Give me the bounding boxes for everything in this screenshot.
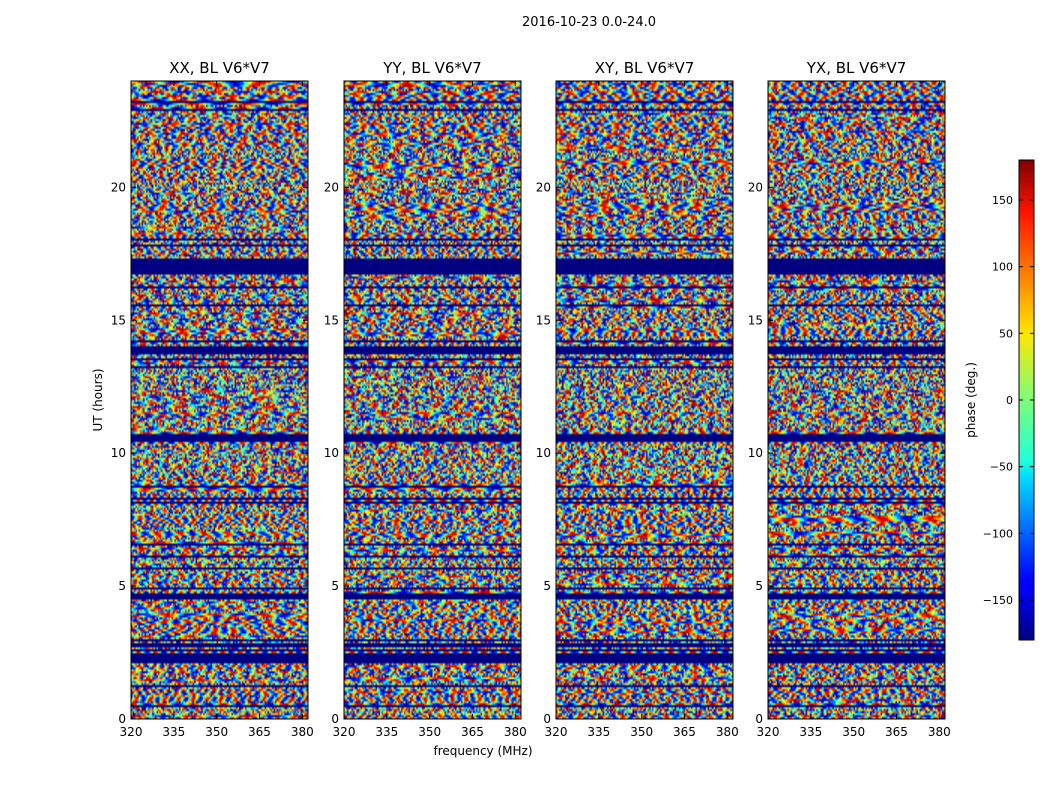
x-tick-label: 350: [418, 725, 441, 739]
colorbar-tick-label: −150: [983, 594, 1013, 607]
heatmap-image: [344, 81, 521, 719]
x-axis-label: frequency (MHz): [433, 744, 532, 758]
panel-2: XY, BL V6*V7 320 335 350 365 380 0 5 10 15 20: [536, 59, 739, 739]
y-tick-label: 20: [536, 180, 551, 194]
panel-frame: [555, 80, 734, 720]
figure-suptitle: 2016-10-23 0.0-24.0: [522, 15, 656, 30]
colorbar-tick-label: 0: [1006, 394, 1013, 407]
colorbar-label: phase (deg.): [964, 362, 978, 438]
x-tick-label: 335: [375, 725, 398, 739]
x-tick-label: 335: [587, 725, 610, 739]
x-tick-label: 380: [504, 725, 527, 739]
x-tick-label: 320: [757, 725, 780, 739]
y-tick-label: 20: [748, 180, 763, 194]
y-tick-label: 10: [324, 446, 339, 460]
x-tick-label: 320: [120, 725, 143, 739]
y-tick-label: 0: [118, 712, 126, 726]
y-tick-label: 0: [543, 712, 551, 726]
y-tick-label: 5: [118, 579, 126, 593]
y-tick-label: 10: [536, 446, 551, 460]
colorbar-ticks: 150 100 50 0 −50 −100 −150: [983, 194, 1034, 607]
y-tick-label: 15: [111, 313, 126, 327]
colorbar-tick-label: −50: [990, 461, 1013, 474]
y-tick-label: 15: [748, 313, 763, 327]
x-tick-label: 365: [885, 725, 908, 739]
y-tick-label: 5: [543, 579, 551, 593]
y-tick-label: 0: [331, 712, 339, 726]
heatmap-image: [768, 81, 945, 719]
x-tick-label: 365: [248, 725, 271, 739]
colorbar: 150 100 50 0 −50 −100 −150 phase (deg.): [964, 159, 1035, 641]
colorbar-tick-label: 150: [992, 194, 1013, 207]
panel-frame: [767, 80, 946, 720]
panel-title: YX, BL V6*V7: [806, 59, 907, 77]
x-tick-label: 335: [162, 725, 185, 739]
x-tick-label: 365: [461, 725, 484, 739]
x-tick-label: 380: [716, 725, 739, 739]
y-tick-label: 20: [324, 180, 339, 194]
colorbar-tick-label: −100: [983, 527, 1013, 540]
x-tick-label: 350: [630, 725, 653, 739]
y-tick-label: 15: [324, 313, 339, 327]
panel-1: YY, BL V6*V7 320 335 350 365 380 0 5 10 15 20: [324, 59, 527, 739]
panel-frame: [343, 80, 522, 720]
x-tick-label: 380: [928, 725, 951, 739]
y-tick-label: 5: [755, 579, 763, 593]
panel-0: XX, BL V6*V7 320 335 350 365 380 0 5 10 15 20: [111, 59, 314, 739]
y-tick-label: 10: [748, 446, 763, 460]
y-tick-label: 20: [111, 180, 126, 194]
y-tick-label: 5: [331, 579, 339, 593]
x-tick-label: 350: [205, 725, 228, 739]
panel-3: YX, BL V6*V7 320 335 350 365 380 0 5 10 15 20: [748, 59, 951, 739]
x-tick-label: 350: [842, 725, 865, 739]
heatmap-image: [556, 81, 733, 719]
x-tick-label: 320: [333, 725, 356, 739]
x-tick-label: 320: [545, 725, 568, 739]
y-tick-label: 15: [536, 313, 551, 327]
y-tick-label: 0: [755, 712, 763, 726]
panel-title: YY, BL V6*V7: [382, 59, 481, 77]
panel-title: XY, BL V6*V7: [595, 59, 695, 77]
x-tick-label: 365: [673, 725, 696, 739]
panel-frame: [130, 80, 309, 720]
y-tick-label: 10: [111, 446, 126, 460]
colorbar-tick-label: 50: [999, 327, 1013, 340]
y-axis-label: UT (hours): [91, 368, 105, 431]
panel-title: XX, BL V6*V7: [169, 59, 270, 77]
x-tick-label: 380: [291, 725, 314, 739]
colorbar-tick-label: 100: [992, 261, 1013, 274]
heatmap-image: [131, 81, 308, 719]
x-tick-label: 335: [799, 725, 822, 739]
